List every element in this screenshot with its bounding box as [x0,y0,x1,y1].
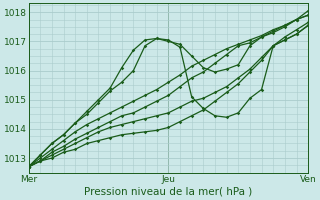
X-axis label: Pression niveau de la mer( hPa ): Pression niveau de la mer( hPa ) [84,187,252,197]
